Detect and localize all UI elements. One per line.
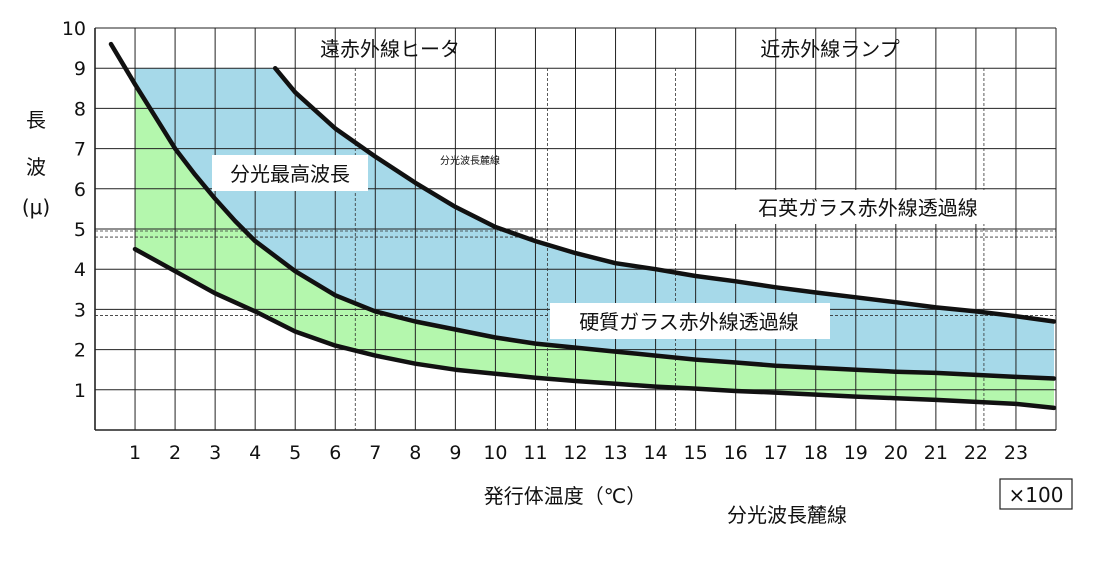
y-tick-label: 9 xyxy=(74,58,86,80)
label-far-ir-heater: 遠赤外線ヒータ xyxy=(320,37,460,61)
x-tick-label: 3 xyxy=(209,442,221,464)
label-hard-glass-box xyxy=(550,303,830,339)
x-tick-label: 1 xyxy=(129,442,141,464)
curves xyxy=(108,41,1057,411)
fill-regions xyxy=(135,68,1054,408)
x-tick-labels: 1 2 3 4 5 6 7 8 9 10 11 12 13 14 15 16 17 18 19 20 21 22 23 xyxy=(129,442,1028,464)
y-tick-label: 10 xyxy=(62,18,86,40)
curve-upper-foot xyxy=(272,65,1057,324)
x-multiplier-box xyxy=(999,478,1073,510)
x-tick-label: 18 xyxy=(804,442,828,464)
x-tick-label: 21 xyxy=(924,442,948,464)
label-peak-box xyxy=(212,155,368,191)
y-axis-label-1: 長 xyxy=(26,108,46,132)
y-tick-label: 2 xyxy=(74,340,86,362)
x-tick-label: 17 xyxy=(764,442,788,464)
label-near-ir-lamp: 近赤外線ランプ xyxy=(760,37,899,61)
y-tick-label: 1 xyxy=(74,380,86,402)
y-axis-label-2: 波 xyxy=(26,155,46,179)
label-hard-glass: 硬質ガラス赤外線透過線 xyxy=(579,310,799,334)
x-tick-label: 6 xyxy=(329,442,341,464)
y-tick-label: 5 xyxy=(74,219,86,241)
x-tick-label: 9 xyxy=(449,442,461,464)
x-tick-label: 8 xyxy=(409,442,421,464)
x-tick-label: 4 xyxy=(249,442,261,464)
x-axis-label: 発行体温度（℃） xyxy=(484,484,646,508)
x-tick-label: 22 xyxy=(964,442,988,464)
grid-lines xyxy=(94,27,1057,431)
curve-lower-foot xyxy=(132,246,1057,411)
y-tick-labels: 1 2 3 4 5 6 7 8 9 10 xyxy=(62,18,86,402)
label-peak-wavelength: 分光最高波長 xyxy=(230,162,350,186)
green-fill-region xyxy=(135,84,1054,408)
x-multiplier: ×100 xyxy=(1009,483,1064,507)
y-tick-label: 6 xyxy=(74,179,86,201)
y-tick-label: 3 xyxy=(74,299,86,321)
x-tick-label: 14 xyxy=(643,442,667,464)
x-tick-label: 12 xyxy=(563,442,587,464)
x-tick-label: 15 xyxy=(684,442,708,464)
y-tick-label: 8 xyxy=(74,98,86,120)
y-tick-label: 7 xyxy=(74,139,86,161)
x-tick-label: 2 xyxy=(169,442,181,464)
x-tick-label: 7 xyxy=(369,442,381,464)
x-tick-label: 23 xyxy=(1004,442,1028,464)
x-tick-label: 11 xyxy=(523,442,547,464)
label-quartz-glass: 石英ガラス赤外線透過線 xyxy=(758,196,978,220)
y-tick-label: 4 xyxy=(74,259,86,281)
x-tick-label: 10 xyxy=(483,442,507,464)
x-tick-label: 13 xyxy=(603,442,627,464)
label-quartz-box xyxy=(730,190,1006,224)
y-axis-label-3: (μ) xyxy=(22,195,50,219)
label-spectral-foot-small: 分光波長麓線 xyxy=(440,154,500,167)
blue-fill-region xyxy=(135,68,1054,379)
footer-label: 分光波長麓線 xyxy=(727,503,847,527)
curve-peak xyxy=(108,41,1057,381)
x-tick-label: 16 xyxy=(724,442,748,464)
x-tick-label: 5 xyxy=(289,442,301,464)
x-tick-label: 20 xyxy=(884,442,908,464)
x-tick-label: 19 xyxy=(844,442,868,464)
